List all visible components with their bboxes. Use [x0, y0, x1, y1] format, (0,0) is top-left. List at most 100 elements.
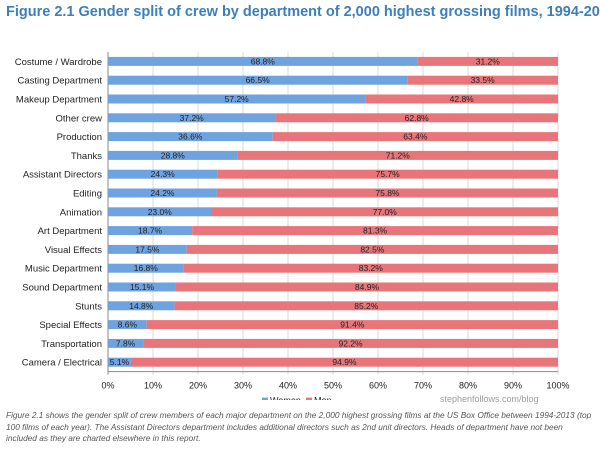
- bar-men: [365, 94, 558, 104]
- x-tick-label: 80%: [459, 381, 477, 391]
- data-label-women: 14.8%: [129, 301, 154, 311]
- data-label-women: 5.1%: [110, 357, 130, 367]
- category-label: Music Department: [25, 264, 102, 275]
- category-label: Sound Department: [22, 283, 102, 294]
- x-tick-label: 60%: [369, 381, 387, 391]
- bar-men: [174, 301, 558, 311]
- bar-women: [108, 94, 366, 104]
- data-label-men: 33.5%: [471, 75, 496, 85]
- data-label-men: 75.8%: [375, 188, 400, 198]
- bar-women: [108, 188, 217, 198]
- data-label-women: 18.7%: [138, 226, 163, 236]
- category-label: Thanks: [71, 151, 102, 162]
- data-label-women: 66.5%: [246, 75, 271, 85]
- bar-men: [275, 113, 558, 123]
- category-label: Assistant Directors: [23, 170, 102, 181]
- x-tick-label: 90%: [504, 381, 522, 391]
- category-label: Art Department: [38, 226, 103, 237]
- data-label-women: 37.2%: [180, 113, 205, 123]
- bar-men: [407, 75, 558, 85]
- data-label-men: 82.5%: [360, 244, 385, 254]
- data-label-men: 71.2%: [386, 150, 411, 160]
- category-label: Special Effects: [39, 320, 102, 331]
- legend-swatch-men: [306, 397, 312, 400]
- legend-label-men: Men: [314, 396, 332, 400]
- x-tick-label: 100%: [546, 381, 569, 391]
- data-label-men: 91.4%: [340, 320, 365, 330]
- data-label-women: 24.3%: [151, 169, 176, 179]
- bar-men: [146, 320, 558, 330]
- category-label: Editing: [73, 189, 102, 200]
- category-label: Makeup Department: [16, 95, 102, 106]
- legend-label-women: Women: [270, 396, 301, 400]
- bar-women: [108, 263, 184, 273]
- x-tick-label: 20%: [189, 381, 207, 391]
- category-label: Transportation: [41, 339, 102, 350]
- bar-women: [108, 244, 187, 254]
- x-tick-label: 70%: [414, 381, 432, 391]
- legend-swatch-women: [262, 397, 268, 400]
- bar-women: [108, 150, 238, 160]
- bar-women: [108, 207, 212, 217]
- data-label-women: 23.0%: [148, 207, 173, 217]
- data-label-women: 8.6%: [118, 320, 138, 330]
- data-label-women: 15.1%: [130, 282, 155, 292]
- data-label-men: 77.0%: [373, 207, 398, 217]
- bar-men: [272, 132, 558, 142]
- data-label-men: 85.2%: [354, 301, 379, 311]
- x-tick-label: 50%: [324, 381, 342, 391]
- bar-men: [216, 188, 558, 198]
- data-label-men: 84.9%: [355, 282, 380, 292]
- bar-men: [183, 263, 558, 273]
- bar-men: [217, 169, 558, 179]
- bar-women: [108, 320, 147, 330]
- bar-men: [211, 207, 558, 217]
- data-label-men: 94.9%: [332, 357, 357, 367]
- category-label: Visual Effects: [45, 245, 102, 256]
- data-label-men: 31.2%: [476, 56, 501, 66]
- data-label-men: 63.4%: [403, 132, 428, 142]
- bar-women: [108, 357, 131, 367]
- bar-women: [108, 132, 273, 142]
- data-label-men: 42.8%: [450, 94, 475, 104]
- data-label-men: 62.8%: [405, 113, 430, 123]
- data-label-women: 17.5%: [135, 244, 160, 254]
- data-label-women: 68.8%: [251, 56, 276, 66]
- bar-women: [108, 113, 276, 123]
- category-label: Costume / Wardrobe: [15, 57, 102, 68]
- bar-men: [417, 56, 558, 66]
- category-label: Casting Department: [18, 76, 103, 87]
- category-label: Stunts: [75, 301, 102, 312]
- bar-men: [175, 282, 558, 292]
- data-label-men: 92.2%: [338, 338, 363, 348]
- chart: 0% 10% 20% 30% 40% 50% 60% 70% 80% 90% 100% Costume…: [15, 52, 570, 400]
- bar-women: [108, 75, 408, 85]
- x-tick-label: 30%: [234, 381, 252, 391]
- data-label-women: 7.8%: [116, 338, 136, 348]
- x-tick-label: 0%: [101, 381, 114, 391]
- data-label-women: 24.2%: [150, 188, 175, 198]
- x-tick-label: 10%: [144, 381, 162, 391]
- bar-women: [108, 169, 218, 179]
- bar-women: [108, 301, 175, 311]
- category-label: Animation: [60, 207, 102, 218]
- bar-women: [108, 338, 144, 348]
- watermark: stephenfollows.com/blog: [440, 394, 539, 404]
- bar-men: [192, 226, 558, 236]
- category-label: Camera / Electrical: [22, 358, 102, 369]
- data-label-women: 36.6%: [178, 132, 203, 142]
- bar-men: [143, 338, 558, 348]
- data-label-women: 28.8%: [161, 150, 186, 160]
- data-label-women: 16.8%: [134, 263, 159, 273]
- data-label-women: 57.2%: [225, 94, 250, 104]
- category-label: Other crew: [56, 113, 103, 124]
- bar-men: [186, 244, 558, 254]
- chart-title: Figure 2.1 Gender split of crew by depar…: [6, 4, 600, 20]
- data-label-men: 75.7%: [376, 169, 401, 179]
- bar-men: [130, 357, 558, 367]
- bar-men: [237, 150, 558, 160]
- figure-caption: Figure 2.1 shows the gender split of cre…: [6, 410, 592, 443]
- data-label-men: 83.2%: [359, 263, 384, 273]
- bar-women: [108, 282, 176, 292]
- x-tick-label: 40%: [279, 381, 297, 391]
